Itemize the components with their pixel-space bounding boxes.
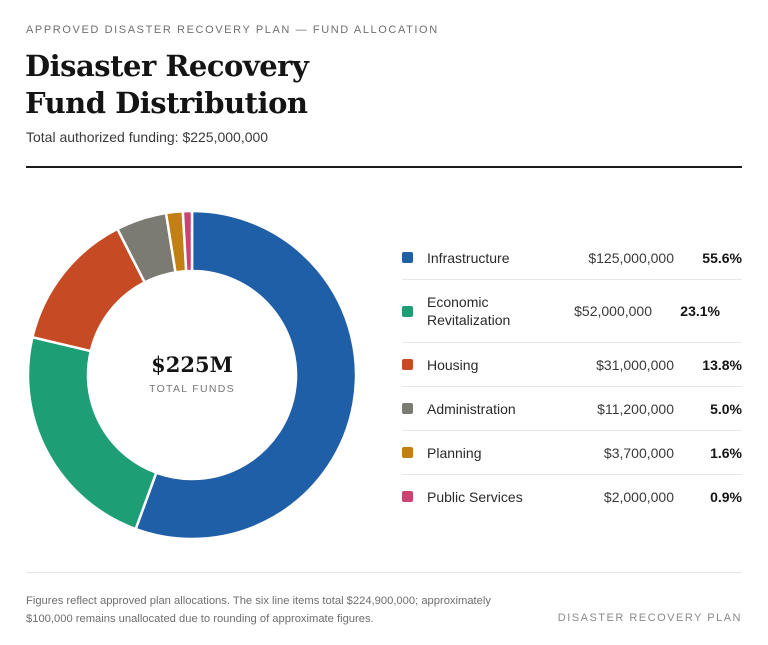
legend-amount: $11,200,000 [597,400,674,417]
legend-swatch [402,305,413,317]
center-total-label: TOTAL FUNDS [149,383,235,395]
legend-amount: $52,000,000 [574,303,652,319]
footnote: Figures reflect approved plan allocation… [26,595,491,625]
legend-category-name: Infrastructure [427,249,510,266]
chart-legend: Infrastructure $125,000,000 55.6% Economic … [402,236,742,518]
legend-percent: 5.0% [710,400,742,417]
legend-percent: 1.6% [710,444,742,461]
total-funding-subtitle: Total authorized funding: $225,000,000 [26,129,269,145]
legend-swatch [402,447,413,458]
center-total-value: $225M [151,352,233,377]
title-line-2: Fund Distribution [25,86,308,120]
title-line-1: Disaster Recovery [25,49,309,83]
donut-chart [26,209,358,541]
legend-category-name: Administration [427,400,516,417]
legend-amount: $125,000,000 [588,249,674,266]
legend-category-name: Housing [427,356,479,373]
page-title: Disaster Recovery Fund Distribution [25,48,309,122]
legend-row: Economic Revitalization $52,000,000 23.1% [402,280,742,343]
donut-slice-economic-revitalization [26,335,158,531]
legend-swatch [402,359,413,370]
legend-row: Housing $31,000,000 13.8% [402,343,742,387]
legend-swatch [402,491,413,502]
legend-amount: $31,000,000 [596,356,674,373]
eyebrow-label: APPROVED DISASTER RECOVERY PLAN — FUND A… [26,24,439,36]
footer-divider [26,572,742,573]
donut-slice-public-services [181,209,194,273]
legend-category-name: Planning [427,444,482,461]
legend-category-name: Economic Revitalization [427,294,511,328]
donut-slice-infrastructure [134,209,358,541]
legend-percent: 0.9% [710,488,742,505]
legend-amount: $3,700,000 [603,444,674,461]
legend-percent: 55.6% [702,249,742,266]
legend-row: Public Services $2,000,000 0.9% [402,475,742,518]
header-divider [26,166,742,168]
legend-category-name: Public Services [427,488,523,505]
legend-amount: $2,000,000 [603,488,674,505]
legend-swatch [402,403,413,414]
legend-percent: 23.1% [680,303,720,319]
legend-swatch [402,252,413,263]
legend-row: Infrastructure $125,000,000 55.6% [402,236,742,280]
legend-percent: 13.8% [702,356,742,373]
footer-brand: DISASTER RECOVERY PLAN [557,612,742,624]
legend-row: Planning $3,700,000 1.6% [402,431,742,475]
legend-row: Administration $11,200,000 5.0% [402,387,742,431]
